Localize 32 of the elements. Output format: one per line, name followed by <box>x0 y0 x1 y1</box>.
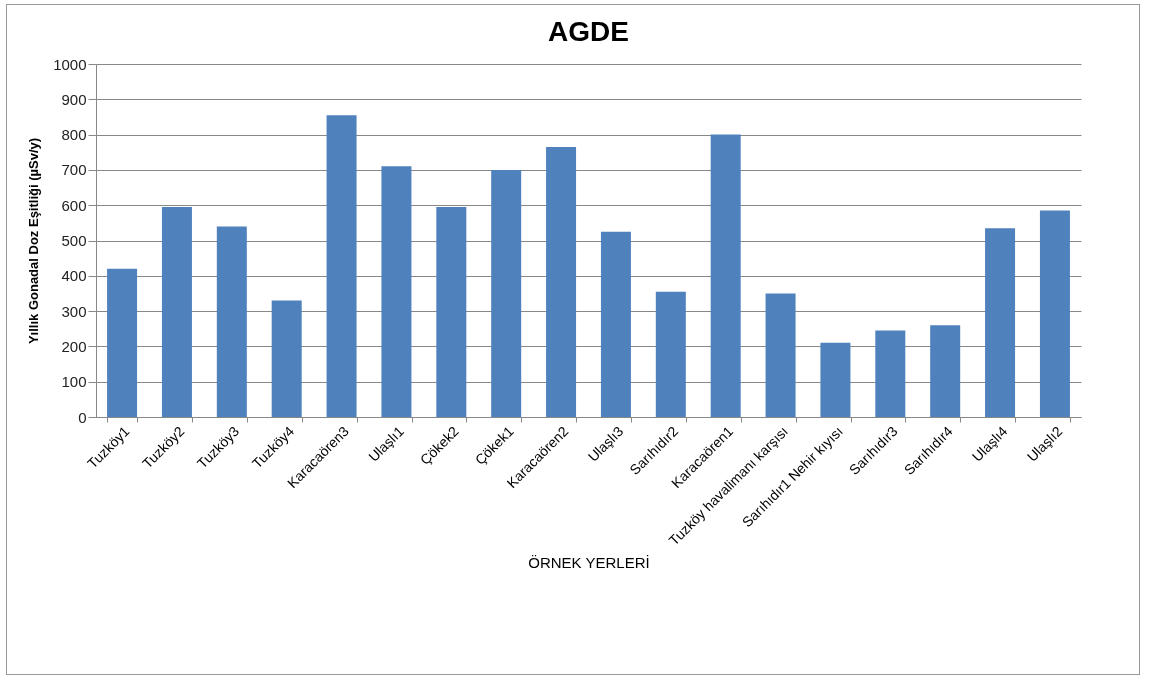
y-tick-label: 700 <box>61 161 87 179</box>
bar <box>271 300 302 417</box>
y-tick-label: 400 <box>61 267 87 285</box>
bar <box>381 166 412 417</box>
x-axis-title: ÖRNEK YERLERİ <box>528 554 650 572</box>
bar <box>930 325 961 417</box>
y-tick-label: 600 <box>61 196 87 214</box>
bar <box>107 268 138 417</box>
bar <box>1039 210 1070 417</box>
y-tick-label: 500 <box>61 232 87 249</box>
bar <box>546 146 577 417</box>
bar <box>600 231 631 417</box>
y-tick-label: 900 <box>61 90 87 108</box>
bar <box>655 291 686 417</box>
bar <box>765 293 796 417</box>
y-tick-label: 200 <box>61 337 87 355</box>
y-tick-label: 300 <box>61 302 87 320</box>
bar <box>436 206 467 417</box>
y-tick-label: 800 <box>61 126 87 144</box>
y-axis-title: Yıllık Gonadal Doz Eşitliği (µSv/y) <box>26 137 42 345</box>
bar <box>985 228 1016 417</box>
bar <box>820 342 851 417</box>
bar <box>216 226 247 417</box>
y-tick-label: 0 <box>78 408 87 426</box>
y-tick-label: 1000 <box>53 55 87 73</box>
bar <box>161 206 192 417</box>
bar <box>326 115 357 417</box>
bar <box>710 134 741 417</box>
chart-title: AGDE <box>548 16 629 47</box>
bar <box>875 330 906 417</box>
y-tick-label: 100 <box>61 373 87 391</box>
bar <box>491 169 522 417</box>
